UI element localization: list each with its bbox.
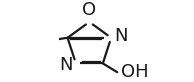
Text: OH: OH (121, 63, 149, 81)
Text: O: O (82, 1, 96, 19)
Text: N: N (59, 56, 73, 74)
Text: N: N (114, 27, 128, 45)
